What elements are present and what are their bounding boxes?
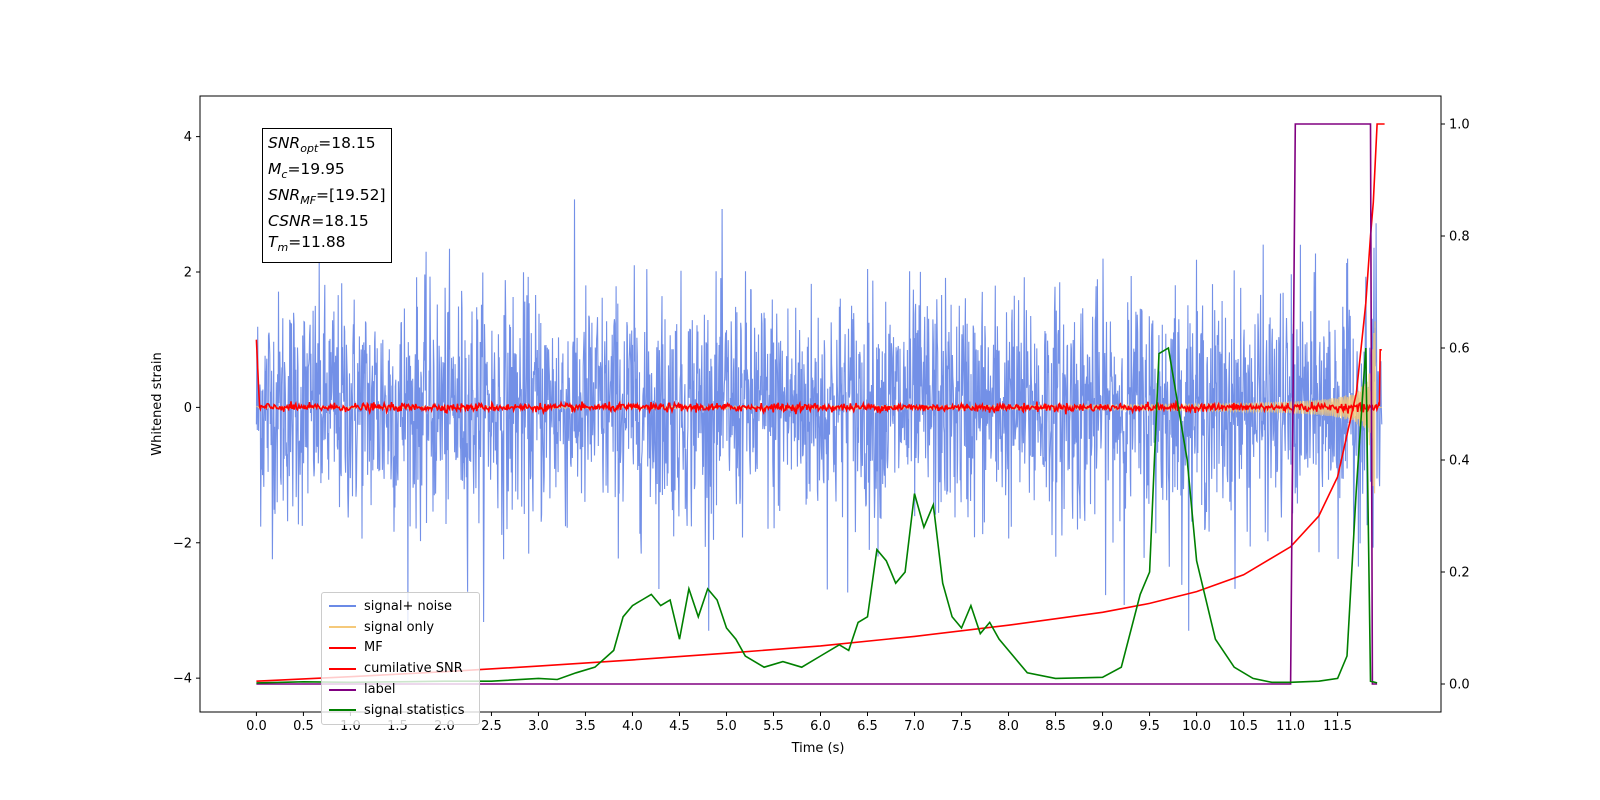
x-tick-label: 11.5 <box>1323 719 1352 734</box>
chirp-mass-line: Mc=19.95 <box>268 160 345 182</box>
y-right-tick-label: 0.8 <box>1449 230 1470 245</box>
x-tick-label: 6.5 <box>857 719 878 734</box>
x-tick-label: 7.0 <box>904 719 925 734</box>
legend-swatch <box>329 667 356 670</box>
series-mf <box>255 339 1382 416</box>
parameter-box: SNRopt=18.15 Mc=19.95 SNRMF=[19.52] CSNR… <box>262 128 392 264</box>
x-tick-label: 7.5 <box>951 719 972 734</box>
legend-item-label: label <box>322 679 479 700</box>
y-right-tick-label: 0.4 <box>1449 454 1470 469</box>
y-left-tick-label: 4 <box>184 130 192 145</box>
x-tick-label: 2.5 <box>481 719 502 734</box>
legend-swatch <box>329 688 356 691</box>
series-signal-noise <box>255 199 1383 631</box>
y-left-tick-label: −4 <box>173 672 192 687</box>
y-right-tick-label: 0.6 <box>1449 342 1470 357</box>
x-tick-label: 3.5 <box>575 719 596 734</box>
series-cumulative-snr <box>256 123 1385 682</box>
csnr-line: CSNR=18.15 <box>268 212 369 231</box>
x-tick-label: 0.5 <box>293 719 314 734</box>
series-label <box>256 123 1378 685</box>
legend-swatch <box>329 605 356 608</box>
x-tick-label: 8.0 <box>998 719 1019 734</box>
x-tick-label: 6.0 <box>810 719 831 734</box>
y-axis-label: Whitened strain <box>150 352 165 455</box>
x-tick-label: 8.5 <box>1045 719 1066 734</box>
y-right-tick-label: 0.0 <box>1449 678 1470 693</box>
y-left-tick-label: 0 <box>184 401 192 416</box>
x-axis-label: Time (s) <box>791 741 845 756</box>
x-tick-label: 10.0 <box>1182 719 1211 734</box>
y-left-tick-label: 2 <box>184 266 192 281</box>
legend-item-signal-noise: signal+ noise <box>322 596 479 617</box>
x-tick-label: 0.0 <box>246 719 267 734</box>
legend-item-signal-statistics: signal statistics <box>322 700 479 721</box>
x-tick-label: 11.0 <box>1276 719 1305 734</box>
legend-item-cumulative-snr: cumilative SNR <box>322 658 479 679</box>
series-signal-statistics <box>256 346 1378 684</box>
legend-swatch <box>329 646 356 649</box>
y-axis-right: 0.0 0.2 0.4 0.6 0.8 1.0 <box>1441 118 1470 693</box>
x-tick-label: 4.0 <box>622 719 643 734</box>
legend-swatch <box>329 709 356 712</box>
legend-item-signal-only: signal only <box>322 617 479 638</box>
y-axis-left: −4 −2 0 2 4 <box>173 130 200 687</box>
y-right-tick-label: 1.0 <box>1449 118 1470 133</box>
legend-item-mf: MF <box>322 638 479 659</box>
x-tick-label: 5.0 <box>716 719 737 734</box>
plot-area <box>255 123 1385 685</box>
x-axis: 0.0 0.5 1.0 1.5 2.0 2.5 3.0 3.5 4.0 4.5 5.0 5.5 6.0 6… <box>246 712 1352 734</box>
x-tick-label: 5.5 <box>763 719 784 734</box>
legend: signal+ noise signal only MF cumilative … <box>321 592 480 725</box>
x-tick-label: 4.5 <box>669 719 690 734</box>
x-tick-label: 9.5 <box>1139 719 1160 734</box>
x-tick-label: 10.5 <box>1229 719 1258 734</box>
snr-mf-line: SNRMF=[19.52] <box>268 186 386 208</box>
y-left-tick-label: −2 <box>173 536 192 551</box>
merger-time-line: Tm=11.88 <box>268 233 346 255</box>
y-right-tick-label: 0.2 <box>1449 566 1470 581</box>
legend-swatch <box>329 626 356 629</box>
x-tick-label: 3.0 <box>528 719 549 734</box>
x-tick-label: 9.0 <box>1092 719 1113 734</box>
snr-opt-line: SNRopt=18.15 <box>268 134 376 156</box>
